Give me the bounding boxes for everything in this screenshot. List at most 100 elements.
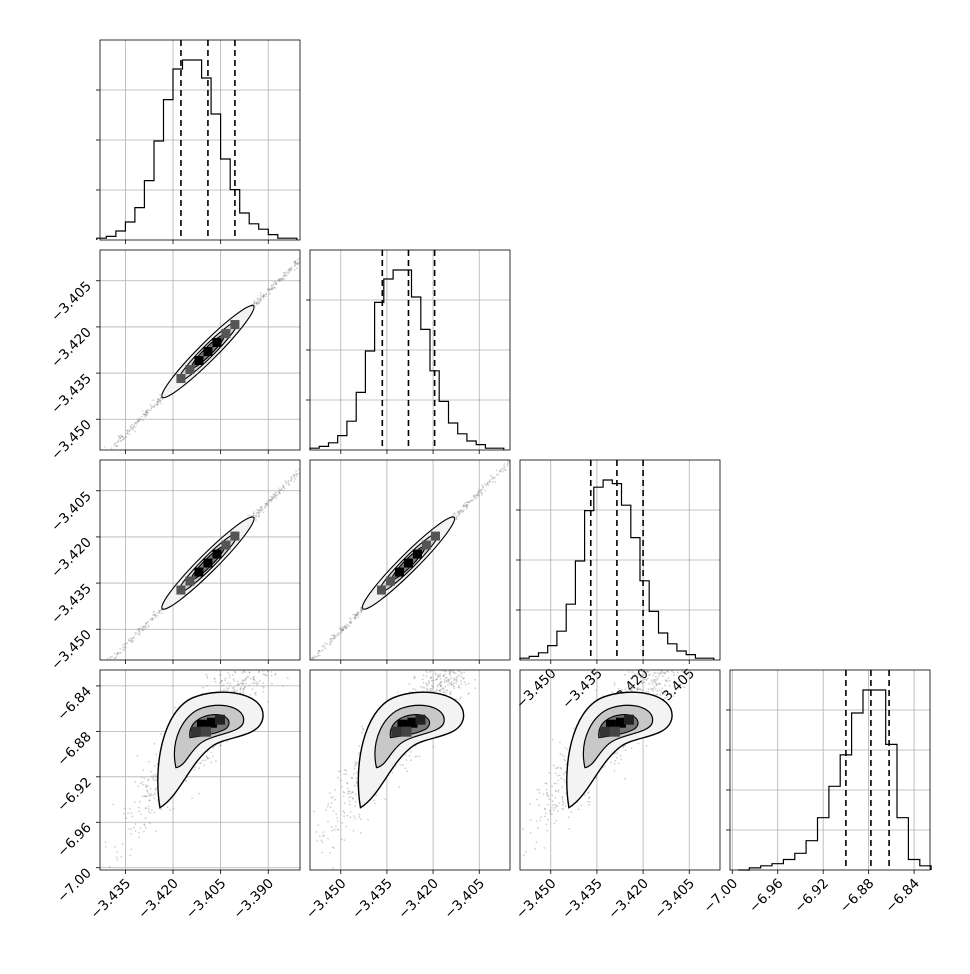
sample-point: [467, 656, 469, 658]
sample-point: [685, 672, 687, 674]
sample-point: [334, 789, 336, 791]
sample-point: [469, 642, 471, 644]
sample-point: [262, 685, 264, 687]
sample-point: [449, 671, 451, 673]
sample-point: [300, 466, 302, 468]
sample-point: [533, 437, 535, 439]
sample-point: [454, 638, 456, 640]
sample-point: [155, 788, 157, 790]
sample-point: [142, 769, 144, 771]
sample-point: [559, 411, 561, 413]
sample-point: [119, 652, 121, 654]
sample-point: [439, 676, 441, 678]
sample-point: [228, 677, 230, 679]
sample-point: [621, 689, 623, 691]
sample-point: [676, 668, 678, 670]
sample-point: [119, 438, 121, 440]
sample-point: [271, 289, 273, 291]
sample-point: [481, 649, 483, 651]
sample-point: [49, 512, 51, 514]
sample-point: [399, 764, 401, 766]
y-tick-label: −3.435: [48, 371, 95, 418]
sample-point: [206, 757, 208, 759]
sample-point: [313, 655, 315, 657]
sample-point: [674, 663, 676, 665]
sample-point: [480, 623, 482, 625]
sample-point: [456, 667, 458, 669]
sample-point: [263, 658, 265, 660]
x-tick-label: −3.420: [605, 876, 652, 923]
sample-point: [88, 468, 90, 470]
sample-point: [482, 486, 484, 488]
sample-point: [202, 687, 204, 689]
sample-point: [279, 648, 281, 650]
sample-point: [211, 752, 213, 754]
sample-point: [311, 246, 313, 248]
sample-point: [101, 454, 103, 456]
sample-point: [265, 641, 267, 643]
sample-point: [467, 657, 469, 659]
sample-point: [104, 666, 106, 668]
sample-point: [375, 794, 377, 796]
density-bin: [215, 715, 225, 725]
sample-point: [455, 667, 457, 669]
sample-point: [90, 466, 92, 468]
sample-point: [148, 808, 150, 810]
sample-point: [663, 638, 665, 640]
sample-point: [484, 619, 486, 621]
sample-point: [128, 639, 130, 641]
sample-point: [137, 421, 139, 423]
sample-point: [272, 656, 274, 658]
sample-point: [91, 679, 93, 681]
sample-point: [260, 292, 262, 294]
sample-point: [499, 471, 501, 473]
sample-point: [454, 637, 456, 639]
y-tick-label: −3.450: [48, 417, 95, 464]
sample-point: [132, 816, 134, 818]
sample-point: [269, 647, 271, 649]
sample-point: [259, 299, 261, 301]
sample-point: [457, 511, 459, 513]
sample-point: [464, 665, 466, 667]
sample-point: [459, 674, 461, 676]
sample-point: [146, 627, 148, 629]
sample-point: [265, 295, 267, 297]
sample-point: [116, 851, 118, 853]
panel-row4-col4: −7.00−6.96−6.92−6.88−6.84: [701, 670, 932, 916]
sample-point: [278, 657, 280, 659]
sample-point: [684, 637, 686, 639]
sample-point: [272, 496, 274, 498]
sample-point: [564, 747, 566, 749]
sample-point: [466, 666, 468, 668]
sample-point: [481, 484, 483, 486]
sample-point: [238, 683, 240, 685]
sample-point: [278, 491, 280, 493]
sample-point: [344, 423, 346, 425]
sample-point: [117, 445, 119, 447]
sample-point: [282, 647, 284, 649]
sample-point: [451, 681, 453, 683]
sample-point: [343, 810, 345, 812]
sample-point: [673, 656, 675, 658]
sample-point: [331, 797, 333, 799]
sample-point: [300, 255, 302, 257]
sample-point: [453, 682, 455, 684]
density-layer: [61, 571, 335, 943]
sample-point: [242, 688, 244, 690]
sample-point: [611, 691, 613, 693]
sample-point: [264, 708, 266, 710]
sample-point: [271, 285, 273, 287]
sample-point: [436, 690, 438, 692]
sample-point: [312, 460, 314, 462]
sample-point: [546, 830, 548, 832]
sample-point: [232, 687, 234, 689]
sample-point: [277, 622, 279, 624]
sample-point: [462, 644, 464, 646]
sample-point: [140, 783, 142, 785]
sample-point: [357, 613, 359, 615]
sample-point: [150, 812, 152, 814]
sample-point: [297, 259, 299, 261]
sample-point: [263, 615, 265, 617]
sample-point: [340, 632, 342, 634]
sample-point: [677, 662, 679, 664]
